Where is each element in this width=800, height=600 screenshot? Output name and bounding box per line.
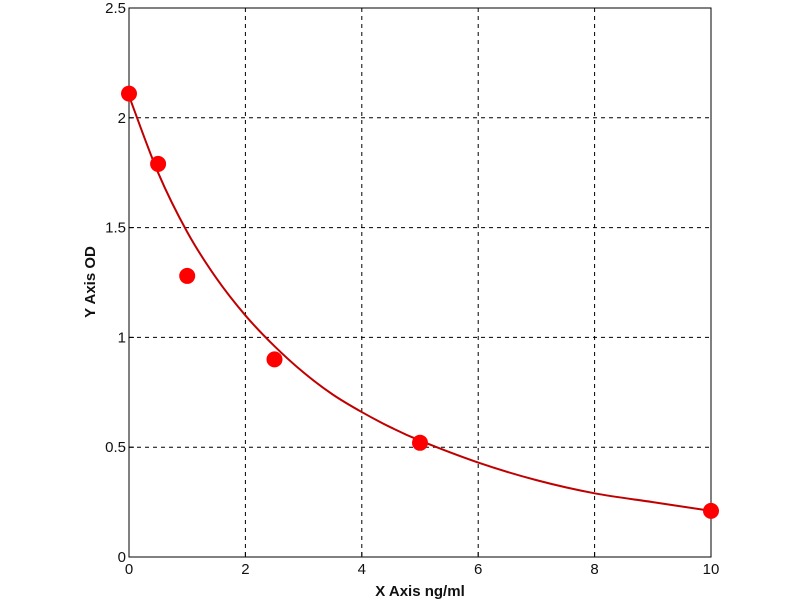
x-tick-label: 4 — [358, 561, 366, 578]
x-axis-label: X Axis ng/ml — [375, 583, 464, 600]
x-tick-label: 6 — [474, 561, 482, 578]
fit-curve — [128, 95, 712, 512]
data-points — [121, 85, 719, 519]
plot-area — [128, 7, 712, 558]
x-tick-label: 10 — [703, 561, 720, 578]
data-point — [412, 434, 428, 451]
data-point — [703, 502, 719, 519]
data-point — [266, 351, 283, 368]
data-point — [150, 155, 167, 172]
y-tick-label: 0 — [118, 549, 126, 566]
x-tick-label: 8 — [590, 561, 598, 578]
y-tick-label: 1 — [118, 329, 126, 346]
y-tick-label: 1.5 — [105, 220, 126, 237]
x-tick-label: 0 — [125, 561, 133, 578]
data-point — [179, 267, 196, 284]
y-tick-label: 2.5 — [105, 0, 126, 17]
y-tick-label: 2 — [118, 110, 126, 127]
y-axis-ticks: 0 0.5 1 1.5 2 2.5 — [105, 0, 134, 566]
y-axis-label: Y Axis OD — [82, 246, 99, 318]
x-axis-ticks: 0 2 4 6 8 10 — [125, 552, 720, 578]
data-point — [121, 85, 137, 102]
y-tick-label: 0.5 — [105, 439, 126, 456]
x-tick-label: 2 — [241, 561, 249, 578]
